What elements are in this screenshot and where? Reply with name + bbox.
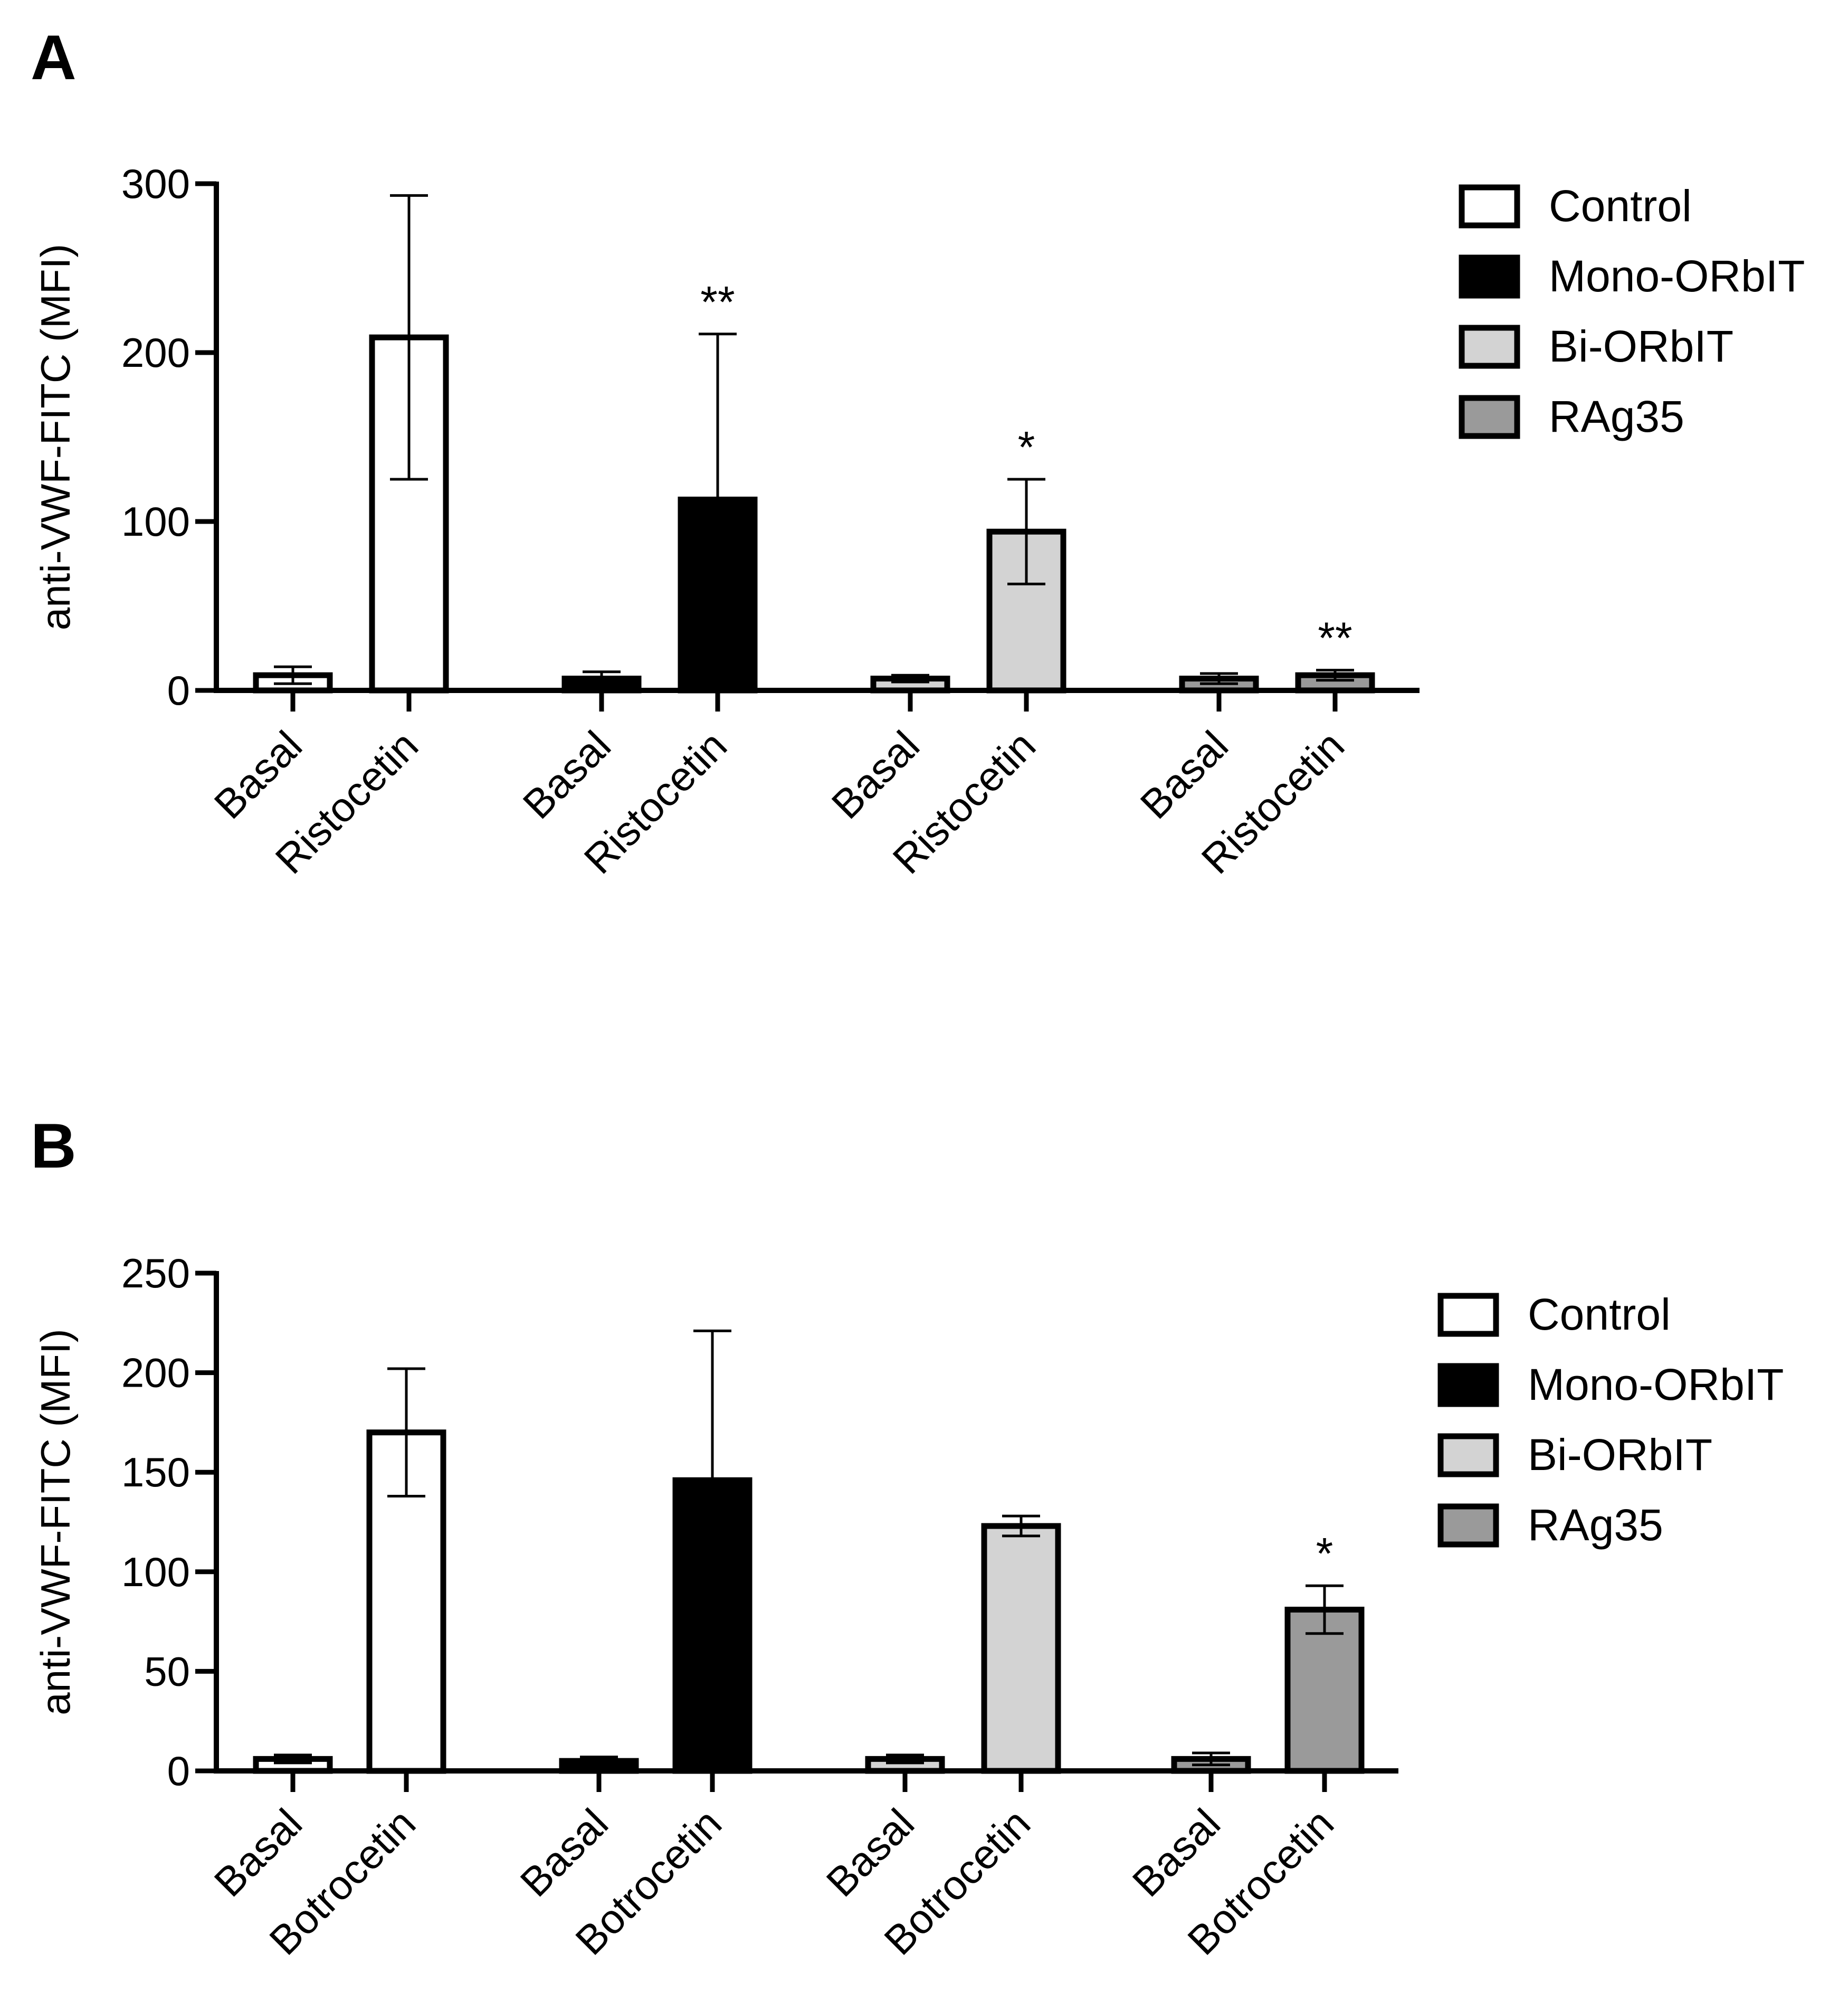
panel-a-bar — [678, 496, 758, 694]
panel-b-category-label: Basal — [817, 1800, 923, 1905]
panel-b-category-label: Basal — [205, 1800, 311, 1905]
panel-letter-a: A — [31, 22, 77, 93]
panel-a-legend-swatch — [1459, 325, 1520, 369]
panel-b-y-tick-label: 0 — [167, 1748, 190, 1794]
panel-a-legend-swatch — [1459, 395, 1520, 439]
panel-a-legend-label: Control — [1549, 181, 1692, 231]
panel-b-category-label: Basal — [511, 1800, 617, 1905]
panel-b-legend-label: Mono-ORbIT — [1528, 1360, 1784, 1409]
panel-b-category-label: Basal — [1123, 1800, 1229, 1905]
panel-a-y-tick-label: 100 — [121, 498, 190, 545]
panel-a-legend-swatch — [1459, 254, 1520, 299]
panel-b-legend-swatch — [1437, 1503, 1499, 1548]
panel-b-bar — [672, 1477, 752, 1774]
panel-a-y-tick-label: 300 — [121, 160, 190, 207]
panel-a-significance-marker: * — [1018, 422, 1035, 472]
panel-b-y-tick-label: 250 — [121, 1250, 190, 1296]
chart-panel-b: 0 50 100 150 200 250 anti-VWF-FITC (MFI) Basal B… — [32, 1250, 1784, 1964]
panel-b-y-tick-label: 150 — [121, 1449, 190, 1495]
panel-a-y-tick-label: 0 — [167, 667, 190, 714]
panel-b-legend-swatch — [1437, 1433, 1499, 1477]
panel-b-legend-label: Control — [1528, 1290, 1671, 1339]
panel-b-y-tick-label: 50 — [144, 1648, 190, 1694]
panel-a-category-label: Basal — [205, 722, 311, 828]
panel-b-bar — [981, 1523, 1061, 1774]
panel-b-legend-label: RAg35 — [1528, 1500, 1663, 1550]
panel-b-y-axis-title: anti-VWF-FITC (MFI) — [32, 1329, 79, 1715]
panel-a-category-label: Basal — [823, 722, 928, 828]
panel-b-significance-marker: * — [1316, 1529, 1333, 1578]
panel-b-legend-swatch — [1437, 1363, 1499, 1407]
panel-a-significance-marker: ** — [1318, 613, 1352, 663]
panel-a-legend-label: Bi-ORbIT — [1549, 321, 1733, 371]
panel-b-legend-label: Bi-ORbIT — [1528, 1430, 1712, 1480]
panel-a-category-label: Basal — [1131, 722, 1237, 828]
panel-a-legend-label: RAg35 — [1549, 392, 1684, 441]
panel-a-significance-marker: ** — [700, 277, 735, 327]
panel-a-legend-swatch — [1459, 184, 1520, 229]
panel-letter-b: B — [31, 1111, 77, 1181]
panel-b-y-tick-label: 200 — [121, 1350, 190, 1396]
panel-b-y-tick-label: 100 — [121, 1549, 190, 1595]
panel-a-category-label: Basal — [514, 722, 620, 828]
panel-a-y-tick-label: 200 — [121, 329, 190, 376]
panel-b-legend-swatch — [1437, 1293, 1499, 1337]
panel-a-y-axis-title: anti-VWF-FITC (MFI) — [32, 244, 79, 630]
panel-a-legend-label: Mono-ORbIT — [1549, 251, 1805, 301]
